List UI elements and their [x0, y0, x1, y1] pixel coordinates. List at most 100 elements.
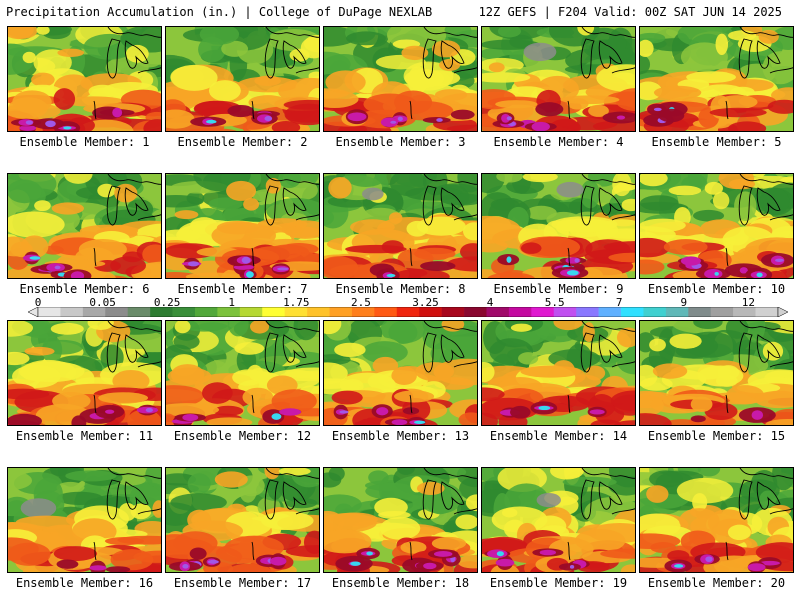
- ensemble-member-label: Ensemble Member: 8: [335, 282, 466, 296]
- ensemble-map-panel: [323, 26, 478, 132]
- ensemble-member-label: Ensemble Member: 20: [647, 576, 786, 590]
- great-lakes-coastline: [251, 27, 319, 120]
- colorbar-swatch: [38, 307, 61, 317]
- precipitation-map: [482, 468, 635, 572]
- ensemble-map-panel: [165, 173, 320, 279]
- precipitation-map: [640, 321, 793, 425]
- page-header: Precipitation Accumulation (in.) | Colle…: [0, 0, 800, 24]
- ensemble-member-label: Ensemble Member: 2: [177, 135, 308, 149]
- ensemble-member-label: Ensemble Member: 1: [19, 135, 150, 149]
- precipitation-map: [640, 174, 793, 278]
- colorbar-swatch: [150, 307, 173, 317]
- colorbar-swatch: [598, 307, 622, 317]
- precipitation-map: [324, 321, 477, 425]
- ensemble-map-panel: [481, 173, 636, 279]
- colorbar-tick-label: 3.25: [412, 296, 439, 309]
- ensemble-map-panel: [639, 467, 794, 573]
- colorbar-scale: [28, 307, 788, 317]
- precipitation-map: [324, 468, 477, 572]
- ensemble-map-panel: [165, 26, 320, 132]
- colorbar-swatch: [688, 307, 712, 317]
- precipitation-map: [324, 174, 477, 278]
- colorbar-swatch: [464, 307, 487, 317]
- ensemble-map-panel: [165, 320, 320, 426]
- colorbar-swatch: [508, 307, 532, 317]
- colorbar-tick-label: 12: [741, 296, 756, 309]
- colorbar-swatch: [105, 307, 128, 317]
- ensemble-map-panel: [7, 173, 162, 279]
- colorbar-tick-label: 1.75: [283, 296, 310, 309]
- precipitation-colorbar: 0 0.05 0.25 1 1.75 2.5 3.25 4 5.5 7 9 12: [28, 297, 788, 319]
- precipitation-map: [8, 468, 161, 572]
- ensemble-member-label: Ensemble Member: 6: [19, 282, 150, 296]
- precipitation-map: [482, 321, 635, 425]
- colorbar-swatch: [307, 307, 330, 317]
- great-lakes-coastline: [567, 468, 635, 561]
- colorbar-swatch: [531, 307, 555, 317]
- great-lakes-coastline: [251, 468, 319, 561]
- precipitation-map: [8, 321, 161, 425]
- ensemble-map-panel: [481, 26, 636, 132]
- ensemble-member-label: Ensemble Member: 16: [15, 576, 154, 590]
- colorbar-swatch: [172, 307, 196, 317]
- colorbar-tick-label: 5.5: [544, 296, 565, 309]
- great-lakes-coastline: [251, 321, 319, 414]
- colorbar-swatch: [127, 307, 151, 317]
- precipitation-map: [640, 468, 793, 572]
- precipitation-map: [324, 27, 477, 131]
- ensemble-member-label: Ensemble Member: 11: [15, 429, 154, 443]
- colorbar-swatch: [553, 307, 577, 317]
- colorbar-swatch: [239, 307, 263, 317]
- ensemble-member-label: Ensemble Member: 3: [335, 135, 466, 149]
- colorbar-swatch: [486, 307, 510, 317]
- colorbar-tick-label: 4: [486, 296, 494, 309]
- colorbar-swatch: [643, 307, 667, 317]
- colorbar-swatch: [710, 307, 734, 317]
- ensemble-member-label: Ensemble Member: 15: [647, 429, 786, 443]
- ensemble-member-label: Ensemble Member: 17: [173, 576, 312, 590]
- great-lakes-coastline: [409, 468, 477, 561]
- colorbar-max-arrow: [777, 307, 788, 317]
- great-lakes-coastline: [567, 321, 635, 414]
- colorbar-swatch: [396, 307, 420, 317]
- colorbar-swatch: [374, 307, 398, 317]
- colorbar-tick-label: 1: [228, 296, 236, 309]
- precipitation-map: [8, 27, 161, 131]
- colorbar-tick-label: 0.05: [89, 296, 116, 309]
- ensemble-map-panel: [165, 467, 320, 573]
- ensemble-map-panel: [639, 173, 794, 279]
- colorbar-swatch: [755, 307, 779, 317]
- ensemble-member-label: Ensemble Member: 18: [331, 576, 470, 590]
- precipitation-map: [8, 174, 161, 278]
- ensemble-map-panel: [323, 467, 478, 573]
- great-lakes-coastline: [725, 174, 793, 267]
- great-lakes-coastline: [567, 27, 635, 120]
- great-lakes-coastline: [725, 468, 793, 561]
- ensemble-member-label: Ensemble Member: 9: [493, 282, 624, 296]
- colorbar-swatch: [576, 307, 599, 317]
- great-lakes-coastline: [725, 27, 793, 120]
- colorbar-tick-label: 0.25: [153, 296, 181, 309]
- colorbar-swatch: [665, 307, 689, 317]
- colorbar-swatch: [82, 307, 106, 317]
- ensemble-map-panel: [323, 173, 478, 279]
- great-lakes-coastline: [93, 27, 161, 120]
- colorbar-swatch: [621, 307, 644, 317]
- ensemble-map-panel: [481, 320, 636, 426]
- precipitation-map: [166, 27, 319, 131]
- colorbar-swatch: [262, 307, 285, 317]
- ensemble-map-panel: [7, 320, 162, 426]
- great-lakes-coastline: [93, 321, 161, 414]
- colorbar-swatch: [284, 307, 308, 317]
- great-lakes-coastline: [93, 468, 161, 561]
- precipitation-map: [166, 174, 319, 278]
- ensemble-member-label: Ensemble Member: 13: [331, 429, 470, 443]
- great-lakes-coastline: [567, 174, 635, 267]
- colorbar-swatch: [60, 307, 84, 317]
- colorbar-swatch: [194, 307, 218, 317]
- colorbar-swatch: [733, 307, 756, 317]
- precipitation-map: [166, 468, 319, 572]
- great-lakes-coastline: [409, 321, 477, 414]
- ensemble-map-panel: [639, 320, 794, 426]
- colorbar-tick-label: 7: [615, 296, 623, 309]
